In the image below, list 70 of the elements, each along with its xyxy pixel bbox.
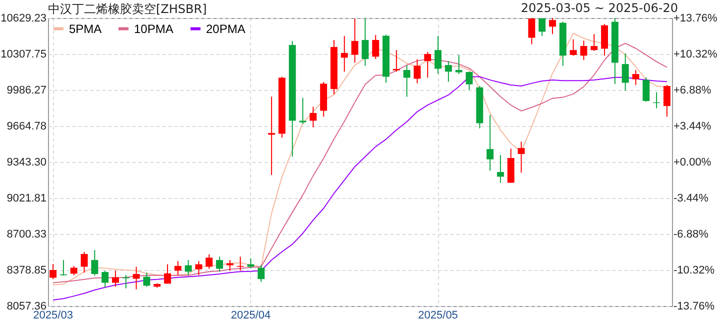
y2-tick-label: +0.00% — [674, 156, 712, 168]
candlestick — [444, 60, 452, 82]
candlestick — [310, 106, 317, 128]
candlestick — [590, 34, 598, 52]
x-tick-label: 2025/04 — [230, 310, 271, 320]
candlestick — [299, 97, 306, 124]
y2-tick-label: +10.32% — [674, 48, 718, 60]
candlestick — [122, 274, 130, 289]
candlestick — [351, 18, 358, 64]
y2-tick-label: -3.44% — [674, 192, 709, 204]
candlestick — [102, 270, 109, 288]
candlestick — [184, 260, 192, 276]
x-tick-label: 2025/05 — [418, 310, 458, 320]
candlestick — [518, 141, 525, 174]
candlestick — [132, 266, 140, 290]
y2-tick-label: +6.88% — [674, 84, 712, 96]
candlestick — [528, 18, 536, 45]
candlestick — [486, 114, 494, 172]
candlestick — [216, 256, 224, 272]
y-tick-label: 10307.75 — [0, 48, 46, 60]
y2-tick-label: +3.44% — [674, 120, 712, 132]
candlestick — [392, 50, 400, 72]
candlestick — [143, 272, 150, 288]
legend-label: 5PMA — [69, 22, 102, 36]
legend-label: 20PMA — [206, 22, 246, 36]
y-tick-label: 9664.78 — [6, 120, 46, 132]
candlestick — [424, 51, 432, 78]
y-tick-label: 9343.30 — [6, 156, 46, 168]
candlestick — [340, 36, 348, 72]
candlestick — [372, 34, 380, 60]
candlestick — [466, 71, 473, 91]
y2-tick-label: -13.76% — [674, 300, 715, 312]
candlestick — [195, 260, 202, 276]
candlestick — [570, 38, 577, 56]
candlestick — [455, 54, 462, 75]
candlestick — [206, 254, 213, 270]
candlestick — [622, 52, 629, 92]
candlestick — [549, 18, 556, 35]
candlestick — [642, 76, 650, 102]
candlestick — [362, 18, 369, 66]
candlestick — [632, 69, 640, 86]
candlestick — [414, 58, 421, 84]
candlestick — [226, 260, 234, 272]
y2-tick-label: +13.76% — [674, 12, 718, 24]
chart-title: 中汉丁二烯橡胶卖空[ZHSBR] — [48, 1, 207, 18]
y-tick-label: 9986.27 — [6, 84, 46, 96]
y-tick-label: 9021.81 — [6, 192, 46, 204]
y-tick-label: 10629.23 — [0, 12, 46, 24]
candlestick — [258, 264, 265, 282]
y2-tick-label: -6.88% — [674, 228, 709, 240]
candlestick — [174, 260, 182, 276]
candlestick — [91, 250, 98, 276]
x-tick-label: 2025/03 — [33, 310, 73, 320]
candlestick — [496, 154, 504, 184]
candlestick — [601, 23, 608, 56]
y2-tick-label: -10.32% — [674, 264, 715, 276]
candlestick — [663, 84, 670, 118]
chart-subtitle: 2025-03-05 ~ 2025-06-20 — [520, 1, 678, 15]
candlestick — [112, 270, 119, 288]
candlestick — [403, 64, 410, 98]
candlestick — [434, 36, 442, 74]
candlestick — [80, 251, 88, 274]
candlestick — [50, 264, 57, 280]
candlestick — [580, 40, 588, 61]
candlestick — [538, 18, 546, 37]
legend-label: 10PMA — [134, 22, 174, 36]
candlestick — [70, 265, 78, 276]
y-tick-label: 8378.85 — [6, 264, 46, 276]
y-tick-label: 8700.33 — [6, 228, 46, 240]
candlestick — [164, 264, 171, 284]
